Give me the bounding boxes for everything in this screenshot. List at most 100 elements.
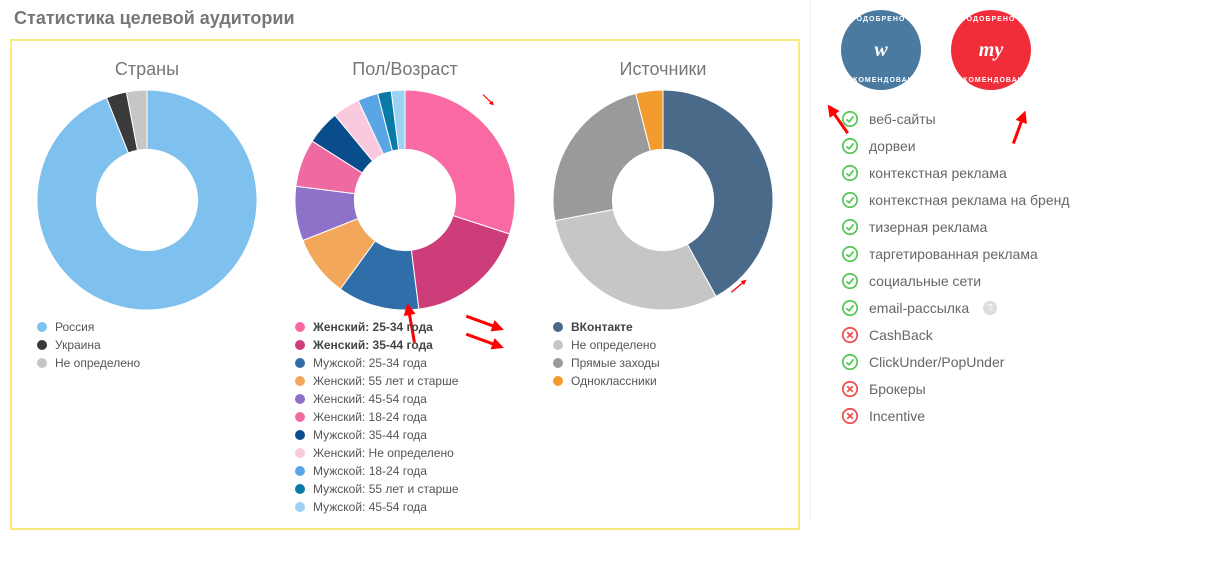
- traffic-rule: контекстная реклама на бренд: [841, 191, 1195, 209]
- legend-gender_age: Женский: 25-34 годаЖенский: 35-44 года Му…: [295, 318, 515, 516]
- legend-dot: [295, 466, 305, 476]
- traffic-rule: веб-сайты: [841, 110, 1195, 128]
- traffic-rule: социальные сети: [841, 272, 1195, 290]
- cross-circle-icon: [841, 407, 859, 425]
- check-circle-icon: [841, 299, 859, 317]
- badge-ring-text: ОДОБРЕНОРЕКОМЕНДОВАНО: [841, 10, 921, 90]
- rule-label: email-рассылка: [869, 300, 969, 316]
- legend-label: Женский: 35-44 года: [313, 336, 433, 354]
- cross-circle-icon: [841, 380, 859, 398]
- legend-label: Женский: Не определено: [313, 444, 454, 462]
- rule-label: веб-сайты: [869, 111, 936, 127]
- chart-col-countries: Страны РоссияУкраинаНе определено: [18, 59, 276, 516]
- chart-title: Источники: [620, 59, 707, 80]
- traffic-rule: Брокеры: [841, 380, 1195, 398]
- legend-dot: [553, 340, 563, 350]
- badge-ring-text: ОДОБРЕНОРЕКОМЕНДОВАНО: [951, 10, 1031, 90]
- legend-dot: [295, 358, 305, 368]
- legend-dot: [37, 340, 47, 350]
- legend-label: Женский: 18-24 года: [313, 408, 427, 426]
- chart-title: Пол/Возраст: [352, 59, 457, 80]
- traffic-rule: email-рассылка?: [841, 299, 1195, 317]
- legend-label: Женский: 45-54 года: [313, 390, 427, 408]
- legend-label: Женский: 55 лет и старше: [313, 372, 458, 390]
- rule-label: тизерная реклама: [869, 219, 987, 235]
- page-root: Статистика целевой аудитории Страны Росси…: [0, 0, 1205, 540]
- legend-dot: [295, 502, 305, 512]
- traffic-rule: контекстная реклама: [841, 164, 1195, 182]
- rule-label: ClickUnder/PopUnder: [869, 354, 1004, 370]
- legend-dot: [295, 448, 305, 458]
- section-title: Статистика целевой аудитории: [14, 8, 800, 29]
- legend-label: Не определено: [55, 354, 140, 372]
- traffic-rule: Incentive: [841, 407, 1195, 425]
- rule-label: Брокеры: [869, 381, 926, 397]
- legend-dot: [553, 376, 563, 386]
- sidebar: ОДОБРЕНОРЕКОМЕНДОВАНОwОДОБРЕНОРЕКОМЕНДОВ…: [810, 0, 1205, 520]
- check-circle-icon: [841, 164, 859, 182]
- check-circle-icon: [841, 272, 859, 290]
- chart-title: Страны: [115, 59, 179, 80]
- legend-dot: [37, 322, 47, 332]
- rule-label: CashBack: [869, 327, 933, 343]
- legend-label: Одноклассники: [571, 372, 657, 390]
- rule-label: дорвеи: [869, 138, 916, 154]
- legend-label: Не определено: [571, 336, 656, 354]
- legend-dot: [295, 322, 305, 332]
- legend-label: Мужской: 35-44 года: [313, 426, 427, 444]
- legend-dot: [295, 340, 305, 350]
- legend-label: ВКонтакте: [571, 318, 633, 336]
- legend-label: Мужской: 18-24 года: [313, 462, 427, 480]
- legend-item: ВКонтакте: [553, 318, 773, 336]
- chart-col-gender_age: Пол/Возраст Женский: 25-34 годаЖенский: …: [276, 59, 534, 516]
- donut-countries: [37, 90, 257, 310]
- check-circle-icon: [841, 110, 859, 128]
- legend-item: Россия: [37, 318, 257, 336]
- traffic-rule: таргетированная реклама: [841, 245, 1195, 263]
- legend-dot: [295, 484, 305, 494]
- badges-row: ОДОБРЕНОРЕКОМЕНДОВАНОwОДОБРЕНОРЕКОМЕНДОВ…: [841, 10, 1195, 90]
- legend-item: Мужской: 45-54 года: [295, 498, 515, 516]
- legend-dot: [553, 322, 563, 332]
- vk-badge: ОДОБРЕНОРЕКОМЕНДОВАНОw: [841, 10, 921, 90]
- legend-dot: [295, 376, 305, 386]
- chart-col-sources: Источники ВКонтактеНе определеноПрямые з…: [534, 59, 792, 516]
- legend-item: Женский: 45-54 года: [295, 390, 515, 408]
- legend-label: Россия: [55, 318, 94, 336]
- legend-dot: [37, 358, 47, 368]
- legend-label: Мужской: 45-54 года: [313, 498, 427, 516]
- legend-item: Женский: 55 лет и старше: [295, 372, 515, 390]
- stats-section: Статистика целевой аудитории Страны Росси…: [0, 0, 810, 540]
- mytarget-badge: ОДОБРЕНОРЕКОМЕНДОВАНОmy: [951, 10, 1031, 90]
- rule-label: таргетированная реклама: [869, 246, 1038, 262]
- donut-sources: [553, 90, 773, 310]
- legend-label: Украина: [55, 336, 101, 354]
- hint-icon[interactable]: ?: [983, 301, 997, 315]
- donut-gender_age: [295, 90, 515, 310]
- rule-label: Incentive: [869, 408, 925, 424]
- legend-item: Женский: 25-34 года: [295, 318, 515, 336]
- legend-sources: ВКонтактеНе определеноПрямые заходыОднок…: [553, 318, 773, 390]
- cross-circle-icon: [841, 326, 859, 344]
- legend-item: Мужской: 18-24 года: [295, 462, 515, 480]
- legend-dot: [295, 430, 305, 440]
- rule-label: контекстная реклама: [869, 165, 1007, 181]
- legend-item: Не определено: [37, 354, 257, 372]
- legend-item: Женский: 18-24 года: [295, 408, 515, 426]
- traffic-rules-list: веб-сайты дорвеи контекстная реклама контек…: [841, 110, 1195, 425]
- check-circle-icon: [841, 137, 859, 155]
- traffic-rule: ClickUnder/PopUnder: [841, 353, 1195, 371]
- legend-countries: РоссияУкраинаНе определено: [37, 318, 257, 372]
- traffic-rule: тизерная реклама: [841, 218, 1195, 236]
- check-circle-icon: [841, 218, 859, 236]
- legend-label: Женский: 25-34 года: [313, 318, 433, 336]
- legend-dot: [295, 394, 305, 404]
- check-circle-icon: [841, 191, 859, 209]
- legend-item: Женский: 35-44 года: [295, 336, 515, 354]
- check-circle-icon: [841, 245, 859, 263]
- rule-label: контекстная реклама на бренд: [869, 192, 1070, 208]
- traffic-rule: CashBack: [841, 326, 1195, 344]
- legend-item: Прямые заходы: [553, 354, 773, 372]
- traffic-rule: дорвеи: [841, 137, 1195, 155]
- legend-item: Одноклассники: [553, 372, 773, 390]
